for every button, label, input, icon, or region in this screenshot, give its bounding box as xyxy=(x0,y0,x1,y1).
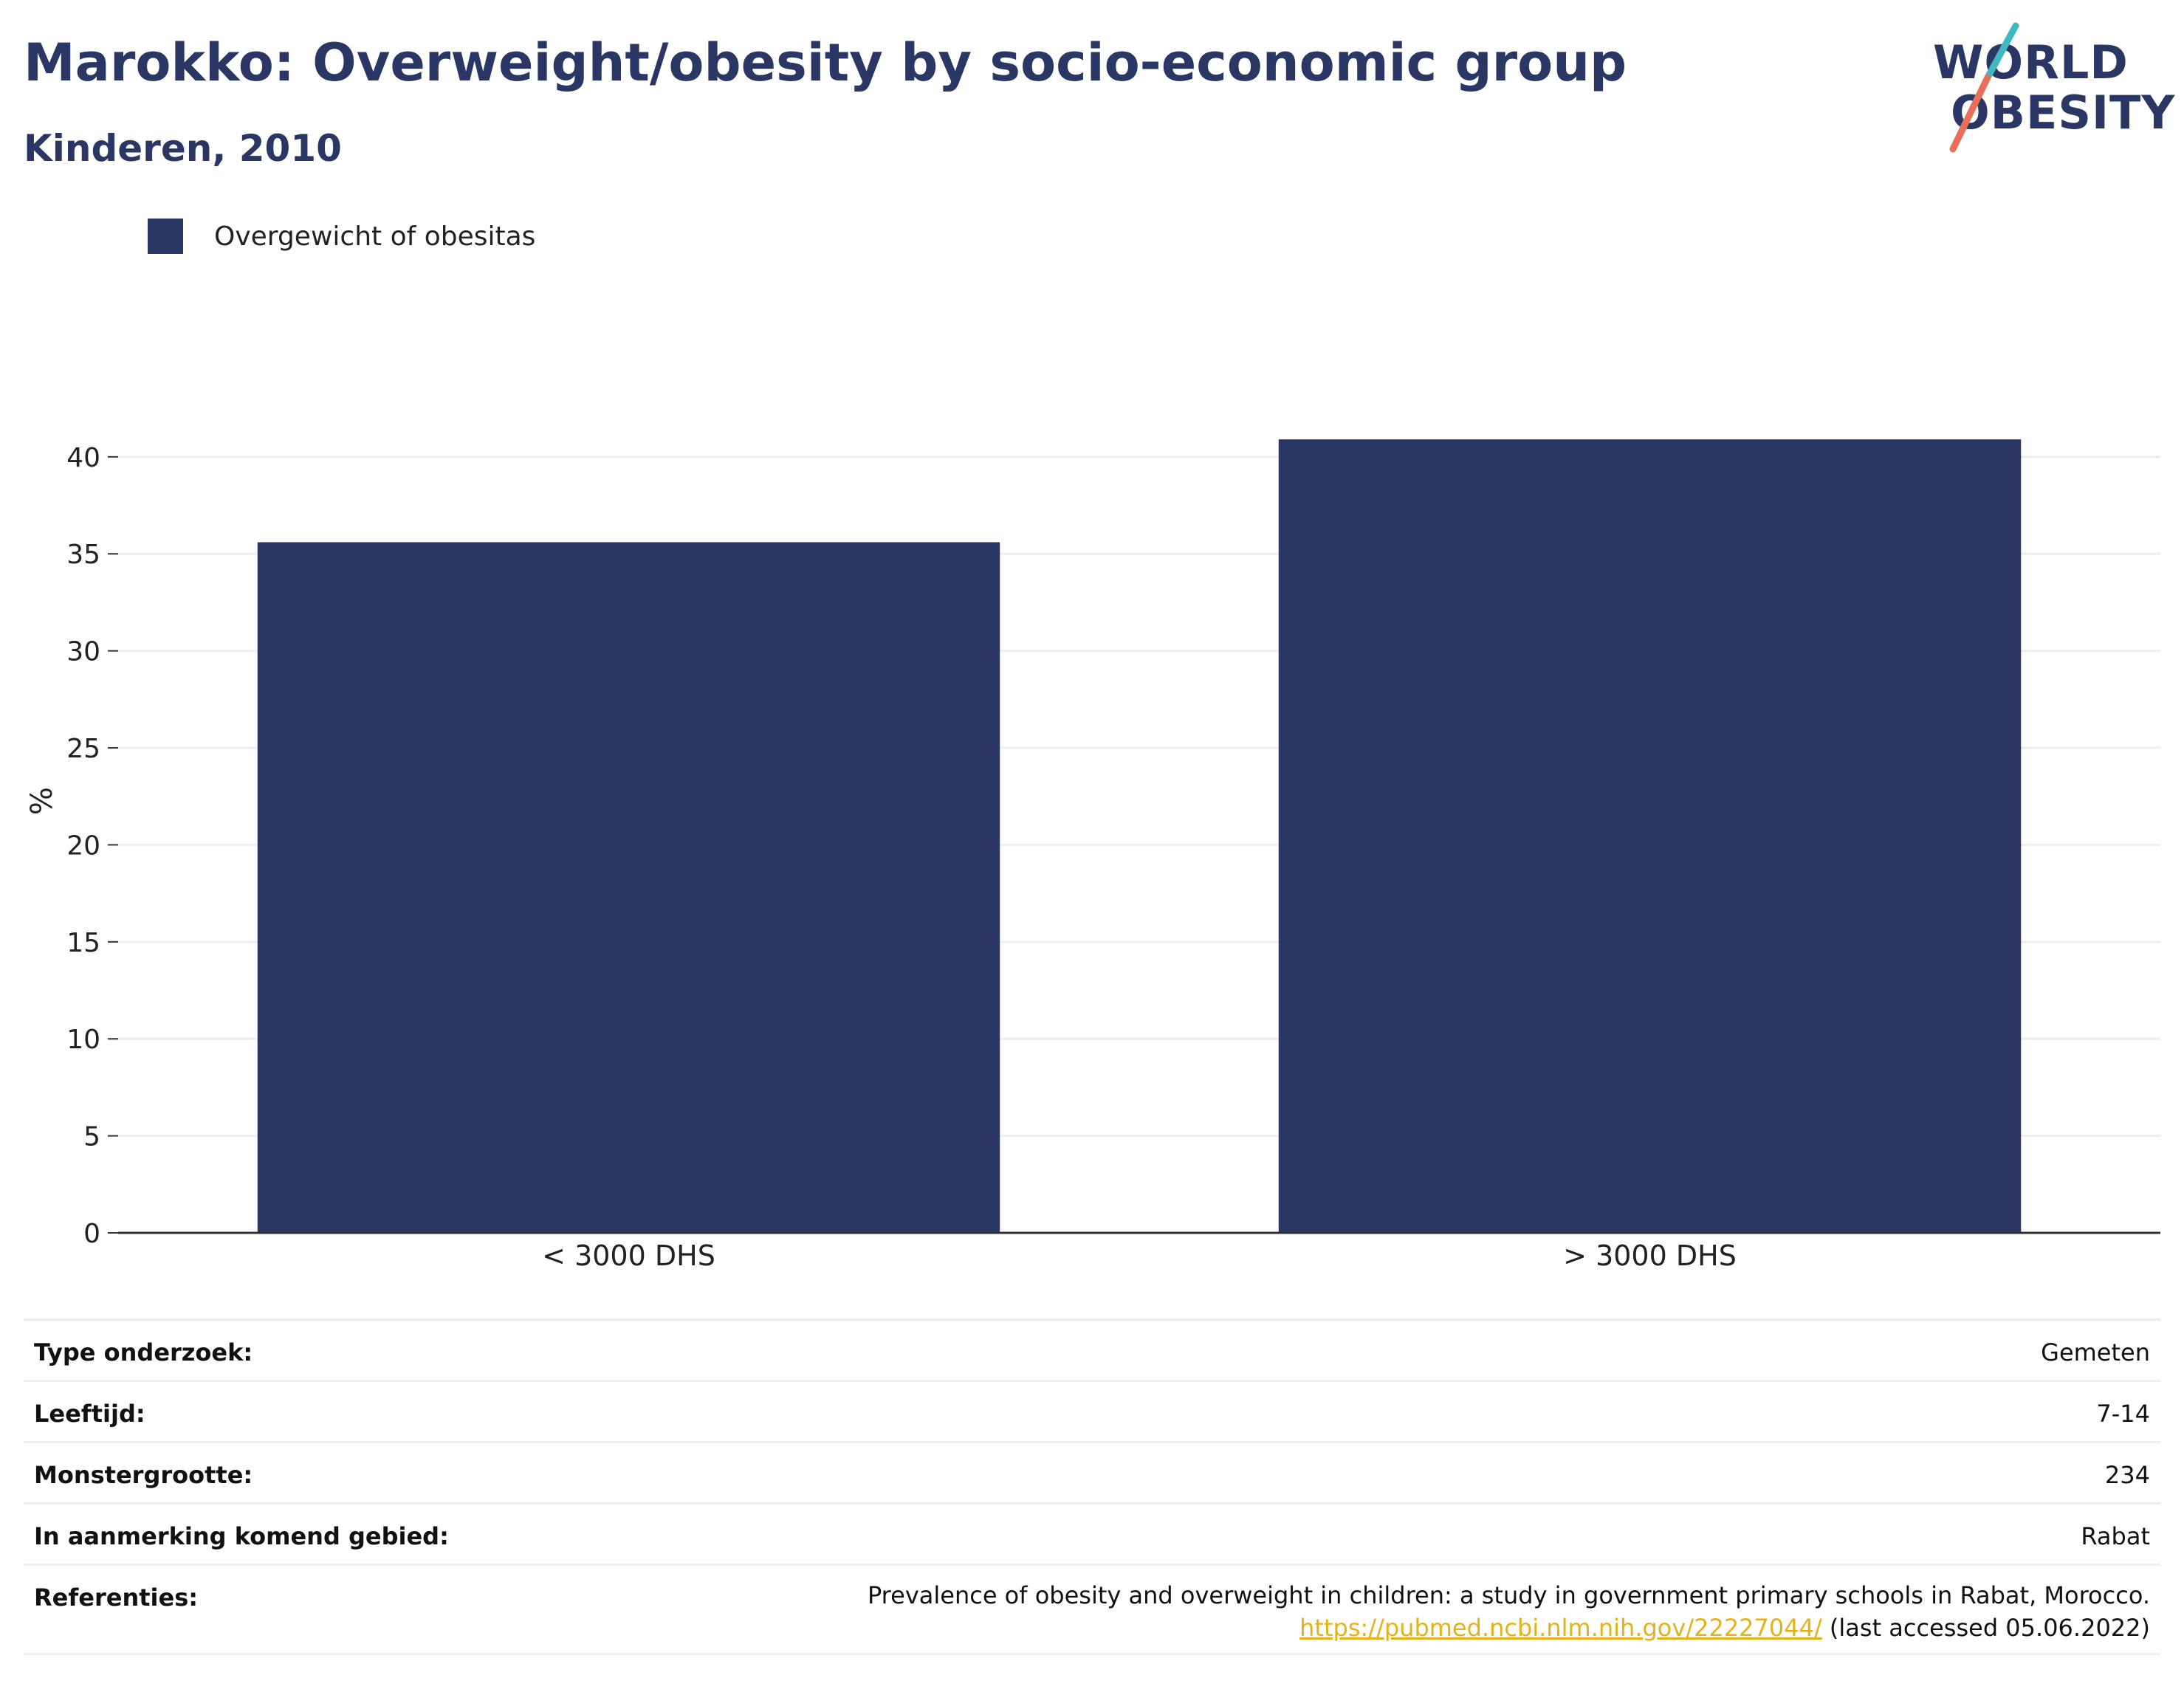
reference-text: Prevalence of obesity and overweight in … xyxy=(867,1581,2150,1609)
logo-line-2: OBESITY xyxy=(1951,86,2176,140)
info-label: In aanmerking komend gebied: xyxy=(34,1522,449,1550)
legend-swatch xyxy=(148,219,183,254)
study-info-table: Type onderzoek: Gemeten Leeftijd: 7-14 M… xyxy=(24,1318,2160,1655)
y-tick-label: 0 xyxy=(83,1219,100,1249)
y-tick-label: 20 xyxy=(66,831,100,861)
info-value: 7-14 xyxy=(2096,1400,2150,1428)
info-row-type: Type onderzoek: Gemeten xyxy=(24,1318,2160,1380)
x-tick-label: > 3000 DHS xyxy=(1563,1240,1737,1272)
info-value: 234 xyxy=(2104,1461,2150,1489)
info-value: Rabat xyxy=(2081,1522,2150,1550)
y-tick-label: 35 xyxy=(66,540,100,570)
info-label: Type onderzoek: xyxy=(34,1338,253,1366)
bar-chart: 0 5 10 15 20 25 30 35 40% < 3000 DHS > 3000 DHS xyxy=(25,439,2160,1272)
chart-legend: Overgewicht of obesitas xyxy=(148,219,535,254)
chart-subtitle: Kinderen, 2010 xyxy=(24,127,342,170)
reference-accessed: (last accessed 05.06.2022) xyxy=(1821,1614,2150,1642)
info-row-age: Leeftijd: 7-14 xyxy=(24,1380,2160,1441)
y-axis-label: % xyxy=(25,787,59,815)
info-value: Gemeten xyxy=(2041,1338,2150,1366)
info-label: Referenties: xyxy=(34,1584,199,1612)
logo-line-1: WORLD xyxy=(1933,35,2129,89)
reference-value: Prevalence of obesity and overweight in … xyxy=(868,1579,2150,1644)
x-tick-label: < 3000 DHS xyxy=(542,1240,715,1272)
world-obesity-logo: WORLD OBESITY xyxy=(1927,22,2174,159)
info-row-sample-size: Monstergrootte: 234 xyxy=(24,1441,2160,1502)
bar xyxy=(1278,439,2022,1233)
y-tick-label: 40 xyxy=(66,443,100,473)
bar xyxy=(257,542,1000,1233)
info-row-references: Referenties: Prevalence of obesity and o… xyxy=(24,1564,2160,1655)
y-tick-label: 15 xyxy=(66,928,100,958)
logo-slash-icon xyxy=(1949,22,2019,153)
legend-label: Overgewicht of obesitas xyxy=(214,221,536,252)
y-tick-label: 10 xyxy=(66,1025,100,1055)
info-label: Leeftijd: xyxy=(34,1400,145,1428)
chart-title: Marokko: Overweight/obesity by socio-eco… xyxy=(24,32,1627,93)
y-tick-label: 5 xyxy=(83,1122,100,1152)
info-row-area: In aanmerking komend gebied: Rabat xyxy=(24,1502,2160,1564)
y-tick-label: 30 xyxy=(66,637,100,667)
y-tick-label: 25 xyxy=(66,734,100,764)
info-label: Monstergrootte: xyxy=(34,1461,253,1489)
reference-link[interactable]: https://pubmed.ncbi.nlm.nih.gov/22227044… xyxy=(1299,1614,1822,1642)
